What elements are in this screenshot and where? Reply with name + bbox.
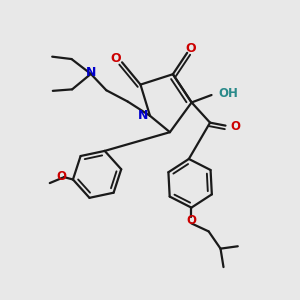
Text: O: O [230,120,240,133]
Text: N: N [138,109,148,122]
Text: O: O [185,42,196,56]
Text: N: N [86,66,96,79]
Text: OH: OH [218,87,238,100]
Text: O: O [111,52,122,65]
Text: O: O [186,214,197,227]
Text: O: O [57,170,67,183]
